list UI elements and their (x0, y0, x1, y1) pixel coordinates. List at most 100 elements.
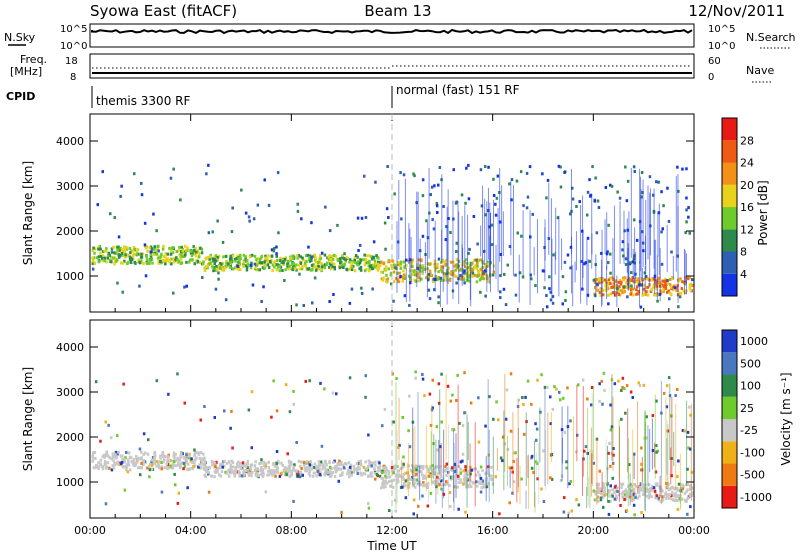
echo-cell (287, 469, 291, 473)
echo-cell (116, 460, 119, 464)
echo-cell (204, 265, 208, 269)
echo-cell (613, 491, 616, 495)
echo-cell (555, 387, 558, 391)
echo-cell (476, 273, 479, 277)
echo-cell (294, 263, 298, 267)
echo-cell (348, 475, 351, 479)
echo-cell (271, 473, 274, 477)
echo-cell (195, 259, 198, 263)
echo-cell (317, 460, 321, 464)
echo-cell (191, 258, 194, 262)
echo-cell (427, 470, 430, 473)
echo-cell (567, 511, 571, 515)
echo-cell (666, 290, 669, 294)
echo-cell (169, 262, 173, 266)
colorbar-tick: -25 (740, 424, 758, 437)
echo-cell (372, 256, 375, 260)
echo-cell (182, 461, 186, 465)
echo-cell (628, 281, 631, 285)
echo-cell (569, 480, 573, 483)
echo-cell (594, 176, 597, 180)
echo-cell (550, 477, 554, 481)
echo-cell (660, 190, 663, 194)
echo-cell (639, 305, 643, 309)
echo-cell (197, 452, 201, 456)
echo-cell (276, 259, 279, 262)
echo-cell (172, 451, 176, 455)
echo-cell (408, 477, 411, 481)
echo-cell (360, 291, 364, 295)
echo-cell (631, 396, 634, 399)
echo-cell (231, 465, 235, 469)
echo-cell (492, 417, 495, 421)
echo-cell (640, 462, 643, 466)
echo-cell (333, 262, 336, 266)
echo-cell (333, 475, 337, 478)
echo-cell (298, 272, 301, 276)
echo-cell (385, 265, 388, 269)
echo-cell (241, 467, 244, 471)
echo-cell (462, 482, 465, 486)
echo-cell (454, 465, 457, 469)
echo-cell (402, 269, 405, 273)
echo-cell (390, 264, 393, 267)
echo-cell (266, 260, 270, 264)
echo-cell (463, 411, 466, 415)
echo-cell (373, 469, 376, 473)
echo-cell (370, 464, 374, 468)
echo-cell (236, 254, 239, 258)
echo-cell (323, 473, 327, 477)
echo-cell (174, 258, 177, 262)
echo-cell (104, 454, 107, 458)
echo-cell (362, 258, 365, 262)
echo-cell (202, 452, 205, 456)
echo-cell (643, 283, 646, 287)
echo-cell (260, 261, 263, 265)
echo-cell (655, 284, 658, 288)
echo-cell (279, 259, 282, 263)
echo-cell (262, 285, 265, 289)
echo-cell (140, 461, 143, 465)
echo-cell (674, 394, 677, 397)
echo-cell (220, 268, 224, 272)
echo-cell (116, 452, 120, 456)
echo-cell (577, 383, 580, 387)
echo-cell (487, 481, 490, 485)
echo-cell (342, 266, 345, 270)
echo-cell (227, 474, 231, 478)
echo-cell (349, 264, 353, 268)
echo-cell (388, 479, 391, 483)
echo-cell (162, 455, 165, 459)
echo-cell (203, 473, 206, 477)
echo-cell (92, 450, 95, 454)
echo-cell (396, 240, 400, 244)
echo-cell (331, 258, 335, 261)
echo-cell (319, 257, 322, 260)
echo-cell (238, 259, 241, 263)
echo-cell (635, 288, 638, 292)
echo-cell (633, 452, 636, 456)
echo-cell (628, 277, 632, 281)
echo-cell (267, 466, 271, 470)
echo-cell (439, 472, 442, 476)
colorbar-segment (722, 485, 737, 509)
echo-cell (645, 489, 648, 493)
echo-cell (351, 265, 354, 269)
echo-cell (526, 379, 530, 383)
echo-cell (207, 163, 210, 167)
echo-cell (442, 205, 445, 208)
echo-cell (600, 251, 603, 255)
echo-cell (225, 259, 228, 263)
echo-cell (140, 260, 143, 264)
echo-cell (475, 280, 479, 284)
echo-cell (440, 475, 443, 479)
echo-cell (375, 472, 379, 476)
echo-cell (594, 492, 597, 496)
echo-cell (162, 245, 165, 249)
echo-cell (688, 286, 692, 290)
echo-cell (168, 260, 171, 264)
echo-cell (218, 473, 221, 477)
echo-cell (296, 202, 299, 206)
echo-cell (133, 172, 136, 176)
echo-cell (404, 471, 407, 475)
